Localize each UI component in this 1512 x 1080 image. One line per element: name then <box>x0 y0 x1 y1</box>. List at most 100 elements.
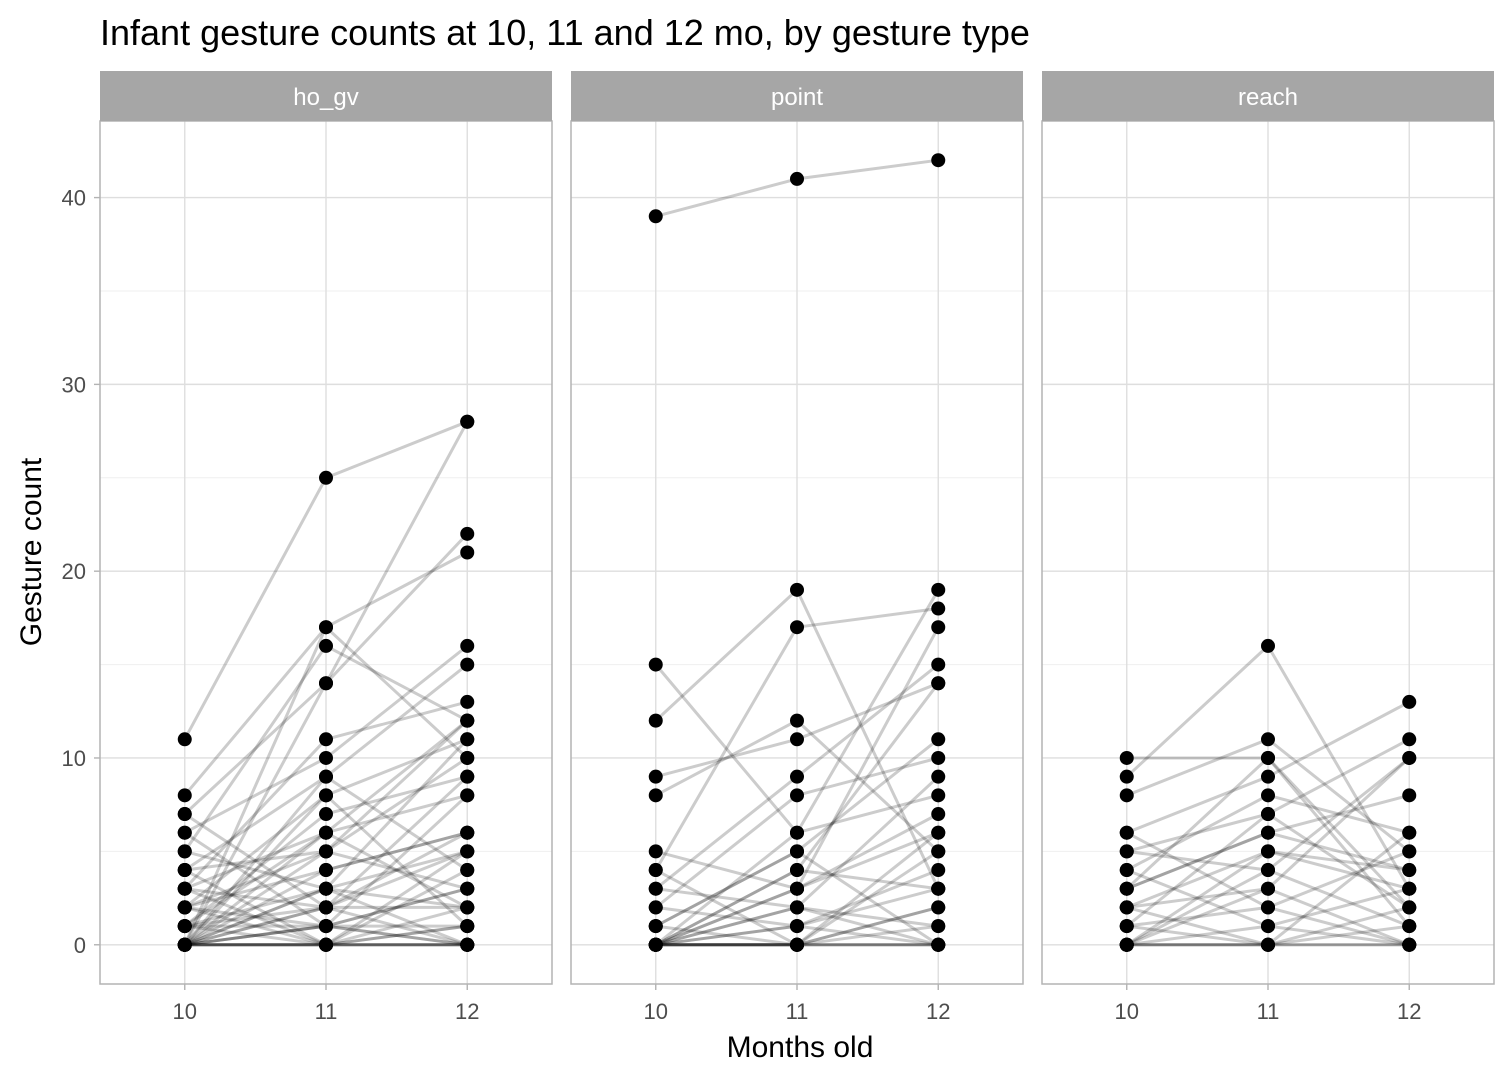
data-point <box>460 844 475 859</box>
data-point <box>177 788 192 803</box>
data-point <box>460 900 475 915</box>
data-point <box>319 788 333 803</box>
data-point <box>177 863 192 878</box>
x-tick-label: 12 <box>455 999 479 1024</box>
data-point <box>1261 807 1275 822</box>
data-point <box>1261 825 1275 840</box>
x-tick-label: 12 <box>926 999 950 1024</box>
data-point <box>931 676 946 691</box>
data-point <box>1261 919 1275 934</box>
facet-strip-label: ho_gv <box>293 84 358 111</box>
data-point <box>1261 937 1275 952</box>
data-point <box>648 209 663 224</box>
y-tick-label: 40 <box>62 186 86 211</box>
facet-panel-ho_gv: ho_gv 10 11 12 <box>99 71 553 1024</box>
data-point <box>790 825 804 840</box>
data-point <box>460 750 475 765</box>
data-point <box>1261 881 1275 896</box>
data-point <box>1402 919 1417 934</box>
data-point <box>790 582 804 597</box>
data-point <box>177 807 192 822</box>
y-tick-label: 20 <box>62 559 86 584</box>
data-point <box>319 638 333 653</box>
data-point <box>931 750 946 765</box>
data-point <box>460 919 475 934</box>
data-point <box>931 657 946 672</box>
data-point <box>177 881 192 896</box>
x-tick-label: 12 <box>1397 999 1421 1024</box>
data-point <box>790 732 804 747</box>
chart-title: Infant gesture counts at 10, 11 and 12 m… <box>100 12 1030 53</box>
data-point <box>460 526 475 541</box>
data-point <box>1119 900 1134 915</box>
data-point <box>931 769 946 784</box>
data-point <box>648 881 663 896</box>
data-point <box>790 881 804 896</box>
data-point <box>790 900 804 915</box>
facet-panel-point: point 10 11 12 <box>570 71 1024 1024</box>
data-point <box>1119 825 1134 840</box>
x-tick-label: 10 <box>173 999 197 1024</box>
data-point <box>931 582 946 597</box>
data-point <box>177 825 192 840</box>
data-point <box>319 620 333 635</box>
data-point <box>460 769 475 784</box>
facet-panel-reach: reach 10 11 12 <box>1041 71 1495 1024</box>
y-axis: 0 10 20 30 40 <box>62 186 100 958</box>
data-point <box>931 844 946 859</box>
data-point <box>1261 844 1275 859</box>
data-point <box>790 937 804 952</box>
data-point <box>460 825 475 840</box>
data-point <box>1119 769 1134 784</box>
facet-strip <box>1042 71 1494 121</box>
data-point <box>460 732 475 747</box>
data-point <box>177 732 192 747</box>
x-tick-label: 10 <box>644 999 668 1024</box>
y-axis-title: Gesture count <box>15 457 48 646</box>
data-point <box>931 601 946 616</box>
data-point <box>460 657 475 672</box>
data-point <box>648 844 663 859</box>
data-point <box>1119 937 1134 952</box>
data-point <box>460 863 475 878</box>
facet-panels: ho_gv 10 11 12 point 10 11 12 reach 10 11 12 <box>99 71 1495 1024</box>
data-point <box>319 807 333 822</box>
data-point <box>790 769 804 784</box>
data-point <box>931 153 946 168</box>
x-tick-label: 11 <box>786 999 809 1024</box>
data-point <box>648 713 663 728</box>
data-point <box>319 919 333 934</box>
data-point <box>1402 937 1417 952</box>
data-point <box>319 732 333 747</box>
data-point <box>648 863 663 878</box>
data-point <box>1119 881 1134 896</box>
data-point <box>1119 788 1134 803</box>
data-point <box>460 545 475 560</box>
data-point <box>931 732 946 747</box>
x-axis-title: Months old <box>727 1031 874 1064</box>
data-point <box>1119 863 1134 878</box>
data-point <box>319 470 333 485</box>
data-point <box>319 863 333 878</box>
data-point <box>1402 825 1417 840</box>
data-point <box>460 788 475 803</box>
data-point <box>177 844 192 859</box>
data-point <box>460 937 475 952</box>
data-point <box>790 620 804 635</box>
data-point <box>1119 750 1134 765</box>
data-point <box>648 937 663 952</box>
data-point <box>1402 694 1417 709</box>
data-point <box>790 713 804 728</box>
data-point <box>1261 638 1275 653</box>
facet-strip-label: point <box>771 84 823 111</box>
data-point <box>1402 900 1417 915</box>
data-point <box>460 694 475 709</box>
x-tick-label: 11 <box>1257 999 1280 1024</box>
data-point <box>460 713 475 728</box>
data-points <box>177 414 475 952</box>
data-point <box>1261 750 1275 765</box>
data-point <box>931 881 946 896</box>
data-point <box>1402 788 1417 803</box>
data-point <box>460 414 475 429</box>
